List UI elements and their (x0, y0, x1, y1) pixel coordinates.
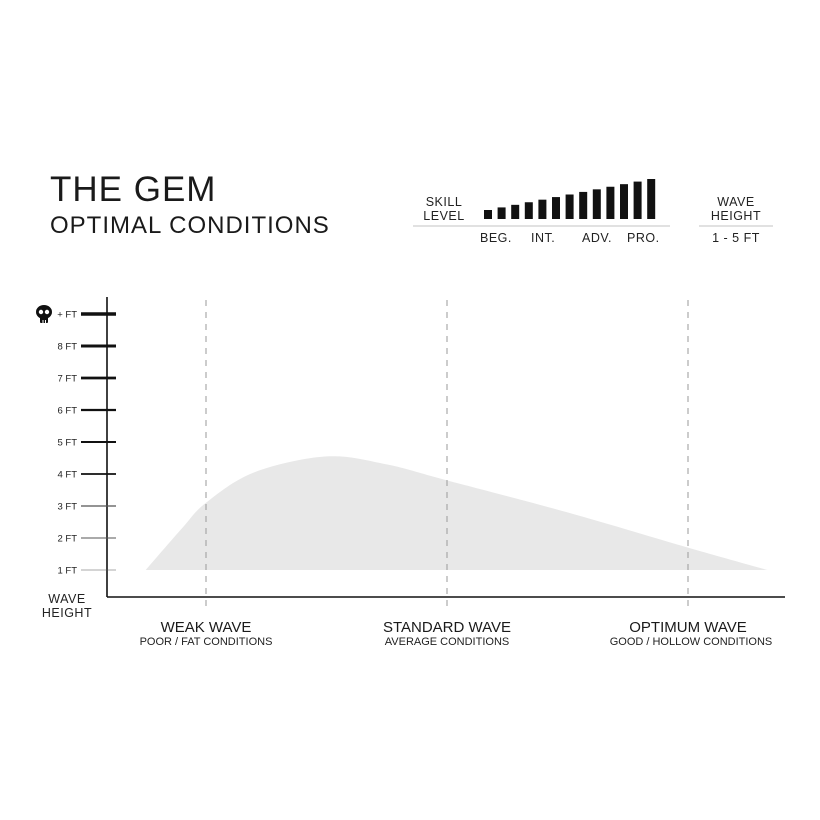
category-subtitle: AVERAGE CONDITIONS (385, 636, 509, 648)
category-subtitle: POOR / FAT CONDITIONS (140, 636, 273, 648)
skill-bar (497, 207, 506, 219)
skill-bar (484, 210, 492, 219)
skill-bar (538, 199, 547, 219)
wave-height-value: 1 - 5 FT (712, 231, 760, 245)
y-tick-label: 5 FT (57, 438, 77, 449)
skill-bar (620, 184, 628, 219)
y-tick-label: 3 FT (57, 502, 77, 513)
wave-height-line2: HEIGHT (710, 209, 762, 223)
level-pro: PRO. (627, 231, 660, 245)
category-subtitle: GOOD / HOLLOW CONDITIONS (610, 636, 773, 648)
wave-height-label: WAVE HEIGHT (700, 195, 772, 223)
y-tick-label: 7 FT (57, 374, 77, 385)
skill-bar (565, 194, 574, 219)
category-title: WEAK WAVE (161, 619, 252, 636)
skill-bar (579, 191, 588, 219)
level-int: INT. (531, 231, 556, 245)
page-subtitle: OPTIMAL CONDITIONS (50, 212, 330, 239)
skill-label-line1: SKILL (425, 195, 463, 209)
level-adv: ADV. (582, 231, 613, 245)
skill-bar (552, 197, 560, 219)
skill-bar (606, 186, 615, 219)
skill-level-label: SKILL LEVEL (422, 195, 466, 223)
skill-bar (592, 189, 601, 219)
skill-bar (647, 179, 656, 219)
y-axis-label-line2: HEIGHT (41, 606, 93, 620)
y-tick-label: 4 FT (57, 470, 77, 481)
y-tick-label: + FT (57, 310, 77, 321)
y-tick-label: 6 FT (57, 406, 77, 417)
skill-bar (511, 204, 520, 219)
level-beg: BEG. (480, 231, 512, 245)
y-axis-label-line1: WAVE (48, 592, 86, 606)
skill-bar (524, 202, 533, 219)
y-tick-label: 1 FT (57, 566, 77, 577)
category-title: OPTIMUM WAVE (629, 619, 747, 636)
y-tick-label: 8 FT (57, 342, 77, 353)
y-tick-label: 2 FT (57, 534, 77, 545)
skill-label-line2: LEVEL (423, 209, 465, 223)
skill-bar (633, 181, 642, 219)
wave-area (145, 456, 768, 570)
category-title: STANDARD WAVE (383, 619, 511, 636)
y-axis-label: WAVE HEIGHT (40, 592, 94, 620)
page-title: THE GEM (50, 170, 217, 209)
skull-icon (36, 305, 52, 323)
wave-height-line1: WAVE (717, 195, 755, 209)
